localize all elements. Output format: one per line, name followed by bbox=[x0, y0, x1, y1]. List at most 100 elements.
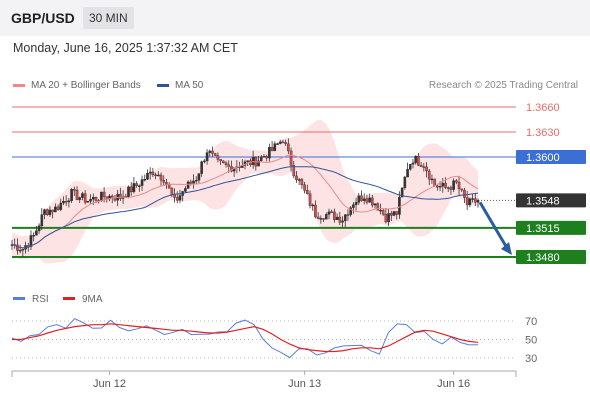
candle-body bbox=[146, 173, 149, 180]
rsi-ma-legend-swatch bbox=[63, 297, 75, 300]
candle-body bbox=[62, 201, 65, 204]
candle-body bbox=[40, 214, 44, 227]
candle-body bbox=[257, 160, 260, 167]
candle-body bbox=[338, 216, 342, 223]
candle-body bbox=[32, 235, 35, 237]
candle-body bbox=[395, 211, 399, 215]
level-label-1.3660: 1.3660 bbox=[526, 102, 560, 114]
candle-body bbox=[322, 218, 325, 220]
ma20-line bbox=[11, 154, 479, 249]
candle-body bbox=[476, 200, 480, 203]
candle-body bbox=[170, 187, 174, 195]
candle-body bbox=[211, 150, 214, 154]
candle-body bbox=[56, 206, 60, 210]
candle-body bbox=[224, 162, 228, 165]
currency-pair: GBP/USD bbox=[11, 10, 75, 26]
level-label-1.3600: 1.3600 bbox=[526, 152, 560, 164]
candle-body bbox=[446, 187, 450, 189]
candle-body bbox=[330, 211, 333, 213]
candle-body bbox=[29, 235, 33, 247]
candle-body bbox=[94, 197, 98, 201]
candle-body bbox=[143, 179, 147, 181]
candle-body bbox=[222, 160, 225, 164]
candle-body bbox=[473, 198, 477, 203]
candle-body bbox=[219, 159, 222, 162]
candle-body bbox=[308, 193, 312, 206]
candle-body bbox=[18, 249, 22, 252]
candle-body bbox=[335, 216, 339, 220]
candle-body bbox=[127, 186, 130, 198]
level-label-1.3480: 1.3480 bbox=[526, 252, 560, 264]
candle-body bbox=[184, 188, 187, 192]
candle-body bbox=[21, 249, 25, 251]
candle-body bbox=[417, 155, 420, 166]
candle-body bbox=[262, 156, 266, 158]
candle-body bbox=[373, 203, 377, 206]
candle-body bbox=[425, 166, 428, 172]
candle-body bbox=[357, 195, 361, 203]
candle-body bbox=[227, 164, 231, 167]
candle-body bbox=[200, 161, 203, 174]
candle-body bbox=[81, 193, 84, 198]
candle-body bbox=[281, 141, 285, 144]
candle-body bbox=[346, 214, 350, 216]
candle-body bbox=[178, 195, 182, 201]
candle-body bbox=[189, 181, 193, 184]
timeframe-badge[interactable]: 30 MIN bbox=[83, 7, 134, 29]
candle-body bbox=[400, 187, 404, 198]
candle-body bbox=[352, 204, 355, 208]
candle-body bbox=[452, 180, 455, 190]
rsi-tick-label: 30 bbox=[525, 353, 537, 365]
candle-body bbox=[75, 189, 79, 200]
candle-body bbox=[129, 186, 133, 193]
rsi-tick-label: 50 bbox=[525, 335, 537, 347]
candle-body bbox=[157, 174, 160, 177]
candle-body bbox=[468, 198, 472, 206]
candle-body bbox=[278, 141, 282, 144]
level-label-1.3515: 1.3515 bbox=[526, 223, 560, 235]
candle-body bbox=[26, 245, 30, 247]
legend-ma50-label: MA 50 bbox=[175, 80, 204, 91]
report-datetime: Monday, June 16, 2025 1:37:32 AM CET bbox=[13, 41, 238, 55]
candle-body bbox=[197, 173, 201, 181]
candle-body bbox=[45, 209, 49, 215]
legend-ma20-label: MA 20 + Bollinger Bands bbox=[31, 80, 141, 91]
candle-body bbox=[132, 183, 136, 193]
candle-body bbox=[319, 218, 323, 220]
candle-body bbox=[51, 209, 54, 213]
candle-body bbox=[303, 184, 306, 191]
candle-body bbox=[398, 196, 401, 215]
legend-ma20: MA 20 + Bollinger Bands bbox=[13, 80, 141, 91]
candle-body bbox=[341, 220, 344, 223]
candle-body bbox=[414, 155, 417, 164]
candle-body bbox=[48, 209, 52, 215]
candle-body bbox=[159, 174, 163, 181]
candle-body bbox=[324, 214, 328, 220]
candle-body bbox=[16, 244, 19, 251]
candle-body bbox=[297, 179, 301, 181]
ma50-swatch bbox=[157, 83, 169, 87]
candle-body bbox=[205, 152, 209, 162]
candle-body bbox=[360, 195, 363, 201]
candle-body bbox=[91, 197, 95, 200]
candle-body bbox=[138, 185, 141, 187]
candle-body bbox=[270, 147, 274, 151]
candle-body bbox=[455, 180, 458, 183]
candle-body bbox=[295, 175, 298, 181]
candle-body bbox=[192, 180, 195, 184]
level-tag-bg-1.3548 bbox=[516, 193, 586, 208]
x-tick-label: Jun 16 bbox=[437, 378, 470, 390]
candle-body bbox=[284, 142, 287, 145]
candle-body bbox=[140, 179, 144, 186]
candle-body bbox=[102, 191, 106, 197]
candle-body bbox=[151, 171, 155, 176]
candle-body bbox=[365, 198, 369, 203]
level-tag-bg-1.3480 bbox=[516, 250, 586, 264]
candle-body bbox=[119, 193, 122, 199]
candle-body bbox=[354, 202, 358, 205]
rsi-ma-line bbox=[12, 323, 479, 353]
candle-body bbox=[314, 204, 317, 218]
candle-body bbox=[406, 169, 409, 178]
candle-body bbox=[83, 193, 87, 203]
